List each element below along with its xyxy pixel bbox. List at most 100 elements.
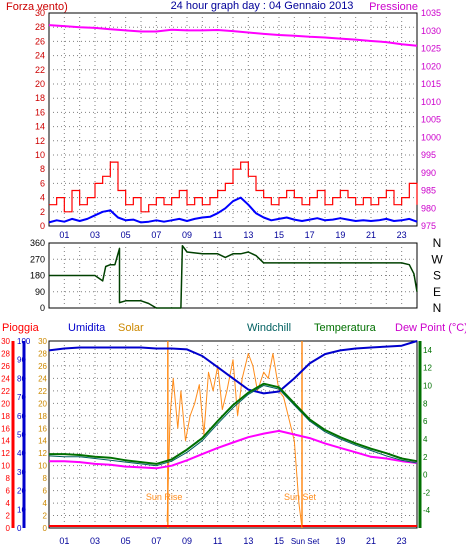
rain-axis-tick: 0 — [6, 524, 11, 533]
solar-axis-tick: 20 — [38, 399, 47, 408]
x-tick-label-top: 13 — [243, 230, 253, 240]
sunset-label: Sun Set — [284, 492, 317, 502]
x-tick-label-top: 19 — [335, 230, 345, 240]
x-tick-label-bottom: 11 — [213, 536, 222, 546]
x-tick-label-top: 21 — [366, 230, 376, 240]
rain-axis-tick: 4 — [6, 499, 11, 508]
rain-axis-tick: 26 — [1, 362, 10, 371]
temperature-panel — [48, 340, 418, 529]
rain-axis-tick: 16 — [1, 424, 10, 433]
rain-axis-tick: 22 — [1, 387, 10, 396]
temperature-line — [49, 382, 418, 465]
x-tick-label-top: 23 — [397, 230, 407, 240]
solar-axis-tick: 16 — [38, 424, 47, 433]
pressure-axis-tick: 1020 — [421, 61, 441, 71]
temperature-axis-tick: 2 — [423, 453, 428, 462]
pressure-axis-tick: 995 — [421, 150, 436, 160]
wind-axis-tick: 0 — [40, 221, 45, 231]
humidity-axis-tick: 40 — [17, 449, 26, 458]
solar-axis-tick: 26 — [38, 362, 47, 371]
rain-axis-tick: 12 — [1, 449, 10, 458]
rain-axis-tick: 30 — [1, 337, 10, 346]
wind-axis-tick: 24 — [35, 51, 45, 61]
pressure-axis-tick: 1000 — [421, 132, 441, 142]
wind-axis-tick: 28 — [35, 22, 45, 32]
x-tick-label-bottom: 01 — [59, 536, 69, 546]
solar-axis-tick: 14 — [38, 437, 47, 446]
wind-axis-tick: 6 — [40, 178, 45, 188]
wind-axis-tick: 10 — [35, 150, 45, 160]
wind-axis-tick: 30 — [35, 8, 45, 18]
humidity-line — [48, 340, 418, 395]
pressure-axis-tick: 980 — [421, 203, 436, 213]
rain-axis-tick: 6 — [6, 487, 11, 496]
temperature-axis-tick: -4 — [423, 506, 431, 515]
solar-axis-tick: 10 — [38, 462, 47, 471]
legend-solar: Solar — [118, 322, 144, 334]
temperature-axis-tick: 14 — [423, 346, 432, 355]
x-tick-sunset: Sun Set — [291, 537, 320, 546]
wind-axis-title: Forza vento) — [6, 1, 68, 13]
wind-axis-tick: 8 — [40, 164, 45, 174]
humidity-axis-tick: 0 — [17, 524, 22, 533]
x-tick-label-top: 07 — [151, 230, 161, 240]
temperature-axis-tick: 6 — [423, 417, 428, 426]
pressure-line — [48, 24, 418, 47]
x-tick-label-bottom: 13 — [243, 536, 253, 546]
solar-axis-tick: 28 — [38, 349, 47, 358]
series-lines — [48, 24, 418, 529]
x-tick-label-bottom: 19 — [335, 536, 345, 546]
humidity-axis-tick: 10 — [17, 505, 26, 514]
wind-axis-tick: 2 — [40, 207, 45, 217]
compass-label: W — [431, 252, 443, 266]
wind-axis-tick: 22 — [35, 65, 45, 75]
dewpoint-line — [49, 429, 418, 470]
compass-label: E — [433, 285, 441, 299]
legend-windchill: Windchill — [247, 322, 291, 334]
pressure-axis-title: Pressione — [369, 1, 418, 13]
wind-axis-tick: 12 — [35, 136, 45, 146]
pressure-axis-tick: 1005 — [421, 115, 441, 125]
x-tick-label-bottom: 21 — [366, 536, 376, 546]
x-tick-label-top: 17 — [305, 230, 315, 240]
solar-axis-tick: 18 — [38, 412, 47, 421]
legend-dewpoint: Dew Point (°C) — [395, 322, 466, 334]
x-tick-label-top: 05 — [121, 230, 131, 240]
legend-rain: Pioggia — [2, 322, 40, 334]
solar-axis-tick: 8 — [43, 474, 48, 483]
rain-axis-tick: 24 — [1, 374, 10, 383]
rain-axis-tick: 20 — [1, 399, 10, 408]
wind-direction-line — [49, 244, 418, 309]
rain-axis-tick: 2 — [6, 512, 11, 521]
humidity-axis-tick: 80 — [17, 374, 26, 383]
x-tick-label-bottom: 15 — [274, 536, 284, 546]
temperature-axis-tick: 12 — [423, 364, 432, 373]
x-tick-label-top: 15 — [274, 230, 284, 240]
solar-axis-tick: 2 — [43, 512, 48, 521]
sunrise-label: Sun Rise — [146, 492, 183, 502]
pressure-axis-tick: 1015 — [421, 79, 441, 89]
pressure-axis-tick: 1035 — [421, 8, 441, 18]
windchill-line — [48, 385, 418, 467]
x-tick-label-top: 03 — [90, 230, 100, 240]
compass-label: N — [433, 301, 442, 315]
direction-axis-tick: 360 — [30, 238, 45, 248]
pressure-axis-tick: 975 — [421, 221, 436, 231]
pressure-axis-tick: 1025 — [421, 44, 441, 54]
solar-axis-tick: 6 — [43, 487, 48, 496]
pressure-axis-tick: 1030 — [421, 26, 441, 36]
rain-axis-tick: 8 — [6, 474, 11, 483]
direction-axis-tick: 270 — [30, 254, 45, 264]
pressure-axis-tick: 990 — [421, 168, 436, 178]
compass-label: S — [433, 269, 441, 283]
x-tick-label-bottom: 07 — [151, 536, 161, 546]
temperature-axis-tick: 0 — [423, 471, 428, 480]
direction-axis-tick: 90 — [35, 287, 45, 297]
x-tick-label-bottom: 03 — [90, 536, 100, 546]
x-tick-label-top: 01 — [59, 230, 69, 240]
direction-axis-tick: 0 — [40, 303, 45, 313]
solar-axis-tick: 12 — [38, 449, 47, 458]
compass-label: N — [433, 236, 442, 250]
